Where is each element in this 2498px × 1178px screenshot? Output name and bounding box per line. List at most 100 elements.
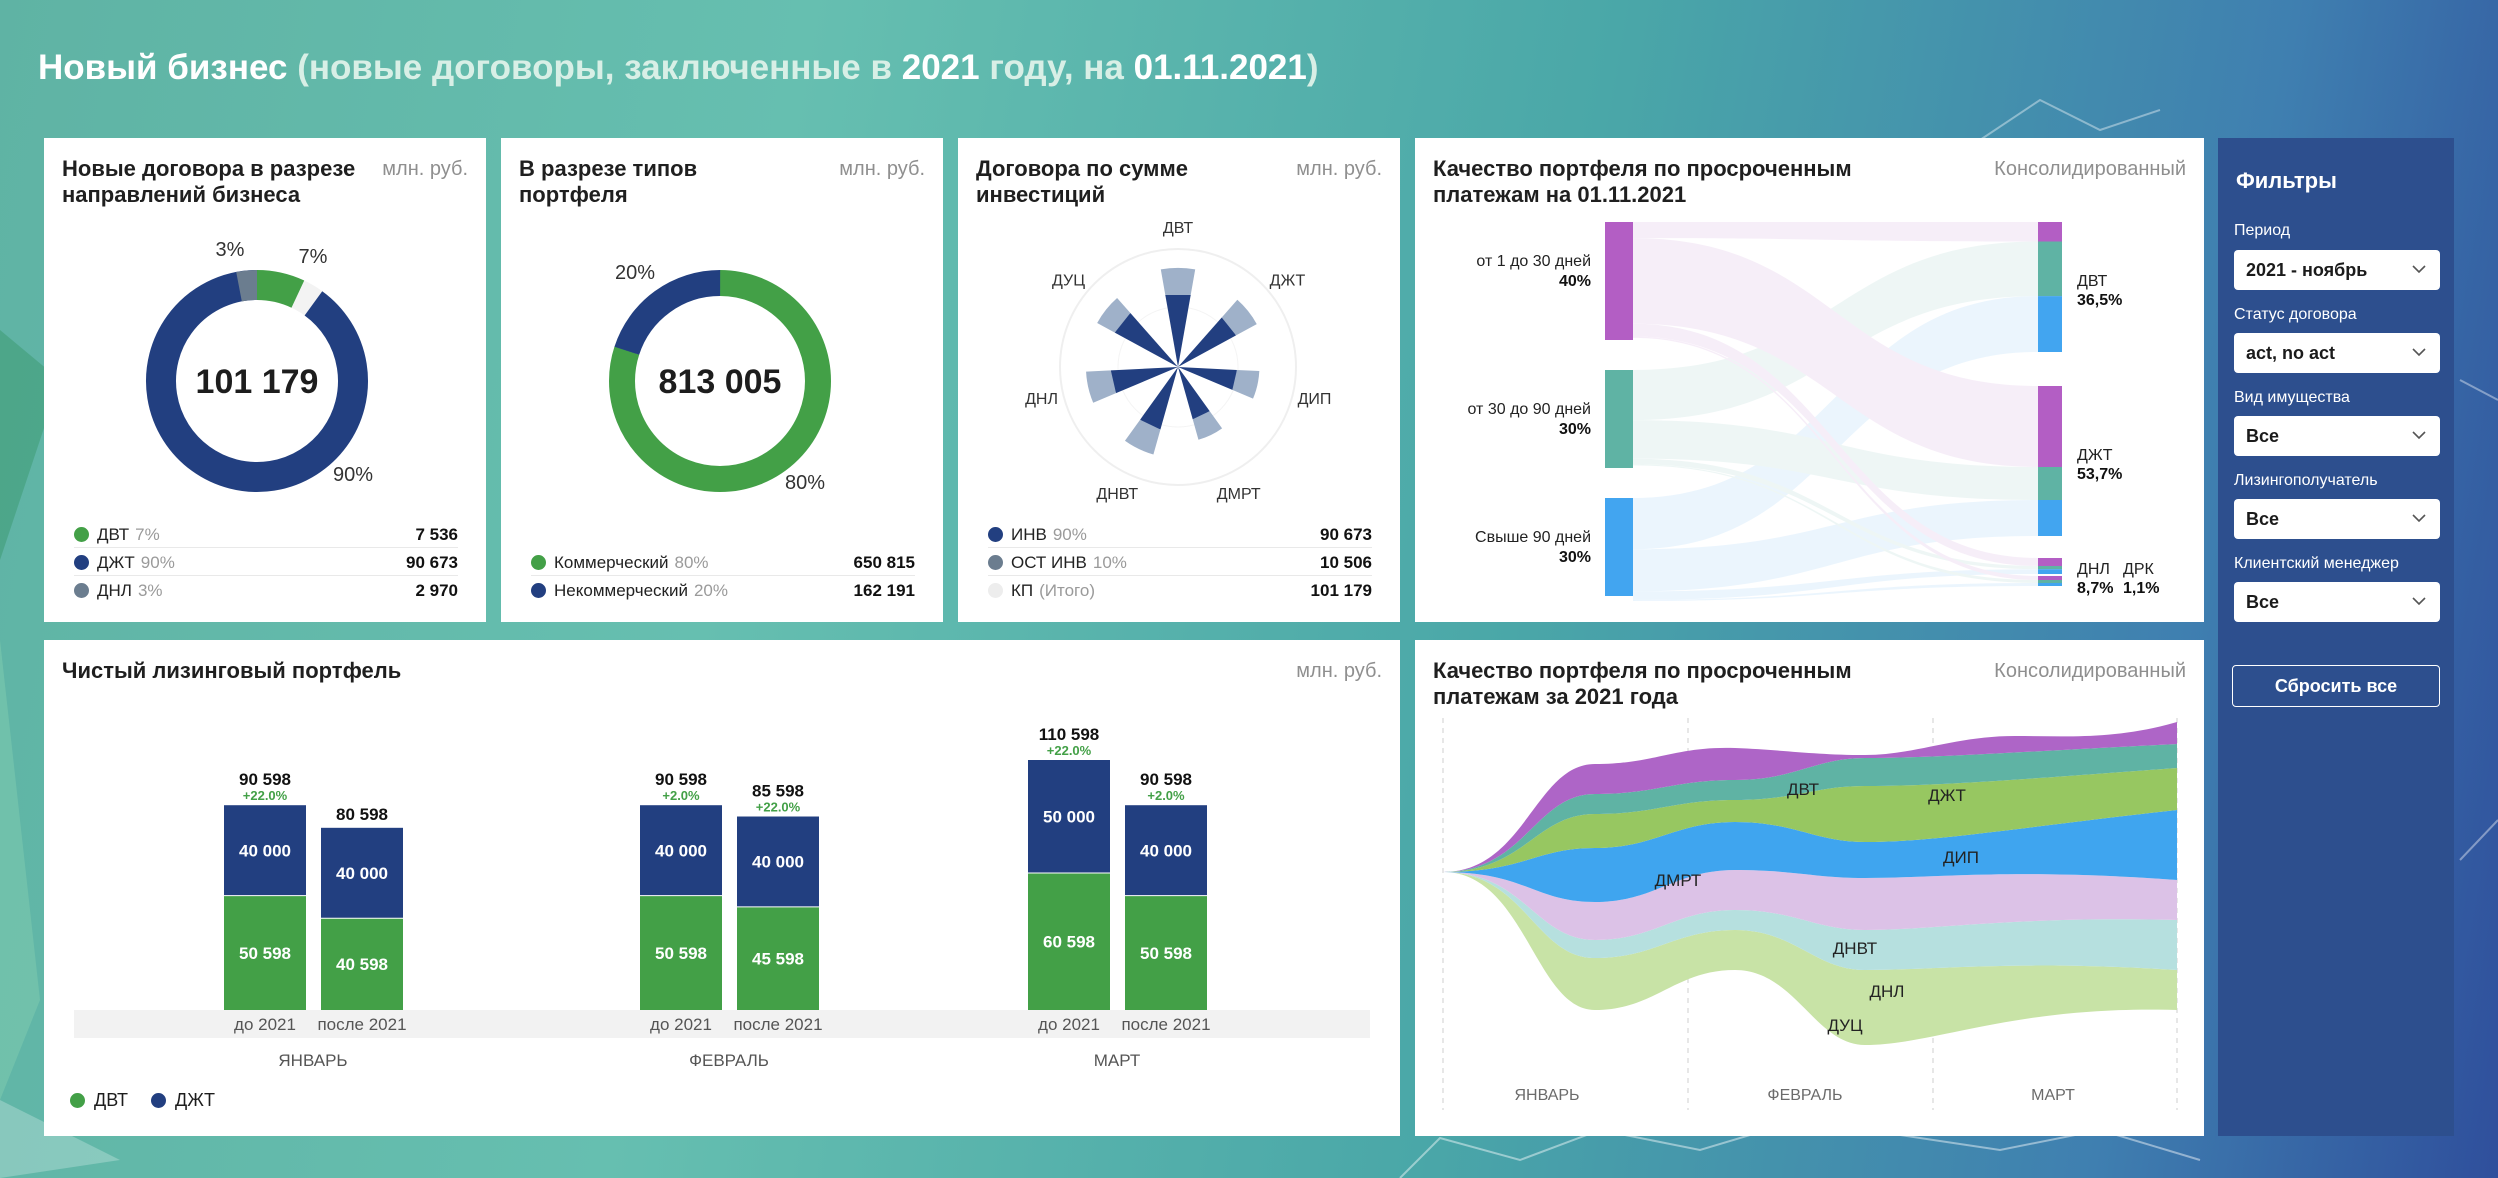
filter-label-period: Период	[2234, 222, 2291, 239]
card-unit: млн. руб.	[1296, 158, 1382, 180]
area-label-dmrt: ДМРТ	[1655, 871, 1702, 890]
bar-growth-label: +22.0%	[1047, 743, 1092, 758]
card-unit: млн. руб.	[1296, 660, 1382, 682]
filter-select-period[interactable]: 2021 - ноябрь	[2234, 250, 2440, 290]
filter-select-manager[interactable]: Все	[2234, 582, 2440, 622]
radial-bar-inv	[1178, 367, 1210, 420]
sankey-target-segment	[2038, 566, 2062, 570]
card-unit: Консолидированный	[1994, 158, 2186, 180]
legend-row-kp: КП (Итого) 101 179	[988, 578, 1372, 604]
filter-label-status: Статус договора	[2234, 306, 2357, 323]
legend-dot-dzht	[151, 1093, 167, 1108]
area-dzht	[1443, 744, 2177, 872]
sankey-source-node	[1605, 222, 1633, 340]
bar-category-label: после 2021	[1121, 1015, 1210, 1034]
bar-category-label: до 2021	[234, 1015, 296, 1034]
bar-value-label: 40 000	[655, 841, 707, 860]
bar-segment-dvt	[321, 918, 403, 1010]
area-label-dip: ДИП	[1943, 848, 1979, 867]
legend-row-noncommercial: Некоммерческий 20% 162 191	[531, 578, 915, 604]
stream-area-chart: ДВТ ДЖТ ДИП ДМРТ ДНВТ ДНЛ ДУЦ ЯНВАРЬ ФЕВ…	[1442, 718, 2178, 1110]
bar-value-label: 50 598	[1140, 944, 1192, 963]
sankey-target-pct: 1,1%	[2123, 580, 2159, 597]
legend-row-commercial: Коммерческий 80% 650 815	[531, 550, 915, 576]
bar-segment-dzht	[1028, 760, 1110, 874]
page-title: Новый бизнес (новые договоры, заключенны…	[38, 48, 1319, 87]
bar-total-label: 90 598	[239, 770, 291, 789]
radial-axis-label: ДИП	[1298, 391, 1332, 408]
filter-select-property[interactable]: Все	[2234, 416, 2440, 456]
bar-category-label: после 2021	[733, 1015, 822, 1034]
sankey-link	[1633, 464, 2038, 583]
bar-group-label: МАРТ	[1094, 1051, 1140, 1070]
filter-label-manager: Клиентский менеджер	[2234, 555, 2399, 572]
bar-segment-dvt	[1028, 873, 1110, 1010]
radial-bar-inv	[1178, 367, 1237, 390]
sankey-source-pct: 30%	[1559, 549, 1591, 566]
sankey-source-pct: 40%	[1559, 273, 1591, 290]
bar-group-label: ФЕВРАЛЬ	[689, 1051, 769, 1070]
sankey-target-pct: 8,7%	[2077, 580, 2113, 597]
filters-title: Фильтры	[2236, 168, 2337, 193]
bar-value-label: 50 598	[239, 944, 291, 963]
filter-label-property: Вид имущества	[2234, 389, 2350, 406]
card-unit: млн. руб.	[382, 158, 468, 180]
sankey-target-segment	[2038, 222, 2062, 242]
radial-bar-ost-inv	[1160, 267, 1196, 295]
bar-segment-dvt	[640, 895, 722, 1010]
filter-select-lessee[interactable]: Все	[2234, 499, 2440, 539]
legend-row-dzht: ДЖТ 90% 90 673	[74, 550, 458, 576]
radial-bar-inv	[1165, 293, 1191, 367]
reset-filters-button[interactable]: Сбросить все	[2232, 665, 2440, 707]
legend-dot	[531, 555, 546, 570]
area-label-duc: ДУЦ	[1827, 1016, 1863, 1035]
bar-value-label: 40 000	[1140, 841, 1192, 860]
area-dnvt	[1443, 870, 2177, 940]
bar-category-label: до 2021	[650, 1015, 712, 1034]
sankey-target-segment	[2038, 583, 2062, 586]
slice-label-dnl: 3%	[216, 239, 245, 261]
chevron-down-icon	[2412, 431, 2426, 440]
slice-label-dzht: 90%	[333, 464, 373, 486]
card-title: Качество портфеля по просроченным платежа…	[1433, 658, 1852, 709]
bar-value-label: 45 598	[752, 949, 804, 968]
card-net-leasing-portfolio: Чистый лизинговый портфель млн. руб. 50 …	[44, 640, 1400, 1136]
donut-chart-directions: 101 179 3% 7% 90%	[146, 239, 373, 492]
sankey-source-label: Свыше 90 дней	[1475, 529, 1591, 546]
radial-axis-label: ДНВТ	[1096, 486, 1138, 503]
sankey-target-segment	[2038, 500, 2062, 536]
sankey-target-segment	[2038, 576, 2062, 580]
radial-axis-label: ДУЦ	[1052, 273, 1085, 290]
donut-chart-types: 813 005 20% 80%	[609, 262, 831, 494]
slice-label-noncommercial: 20%	[615, 262, 655, 284]
sankey-source-node	[1605, 498, 1633, 596]
sankey-link	[1633, 238, 2038, 467]
radial-axis-label: ДЖТ	[1270, 273, 1306, 290]
radial-bar-ost-inv	[1221, 299, 1257, 336]
chevron-down-icon	[2412, 265, 2426, 274]
radial-bar-ost-inv	[1097, 297, 1131, 333]
bar-legend: ДВТ ДЖТ	[70, 1090, 215, 1111]
donut-total: 813 005	[659, 363, 782, 401]
sankey-link	[1633, 583, 2038, 601]
sankey-source-pct: 30%	[1559, 421, 1591, 438]
x-tick-jan: ЯНВАРЬ	[1514, 1087, 1579, 1104]
sankey-target-label: ДРК	[2123, 561, 2155, 578]
sankey-link	[1633, 569, 2038, 600]
sankey-target-pct: 36,5%	[2077, 292, 2122, 309]
filter-select-status[interactable]: act, no act	[2234, 333, 2440, 373]
card-business-directions: Новые договора в разрезе направлений бизн…	[44, 138, 486, 622]
radial-axis-label: ДНЛ	[1025, 391, 1058, 408]
legend-dot	[74, 527, 89, 542]
card-unit: млн. руб.	[839, 158, 925, 180]
sankey-target-segment	[2038, 467, 2062, 500]
bar-segment-dzht	[321, 827, 403, 919]
x-tick-feb: ФЕВРАЛЬ	[1767, 1087, 1842, 1104]
legend-dot	[74, 583, 89, 598]
bar-category-label: до 2021	[1038, 1015, 1100, 1034]
chevron-down-icon	[2412, 348, 2426, 357]
bar-segment-dzht	[737, 816, 819, 907]
bar-value-label: 50 000	[1043, 808, 1095, 827]
sankey-target-segment	[2038, 386, 2062, 467]
